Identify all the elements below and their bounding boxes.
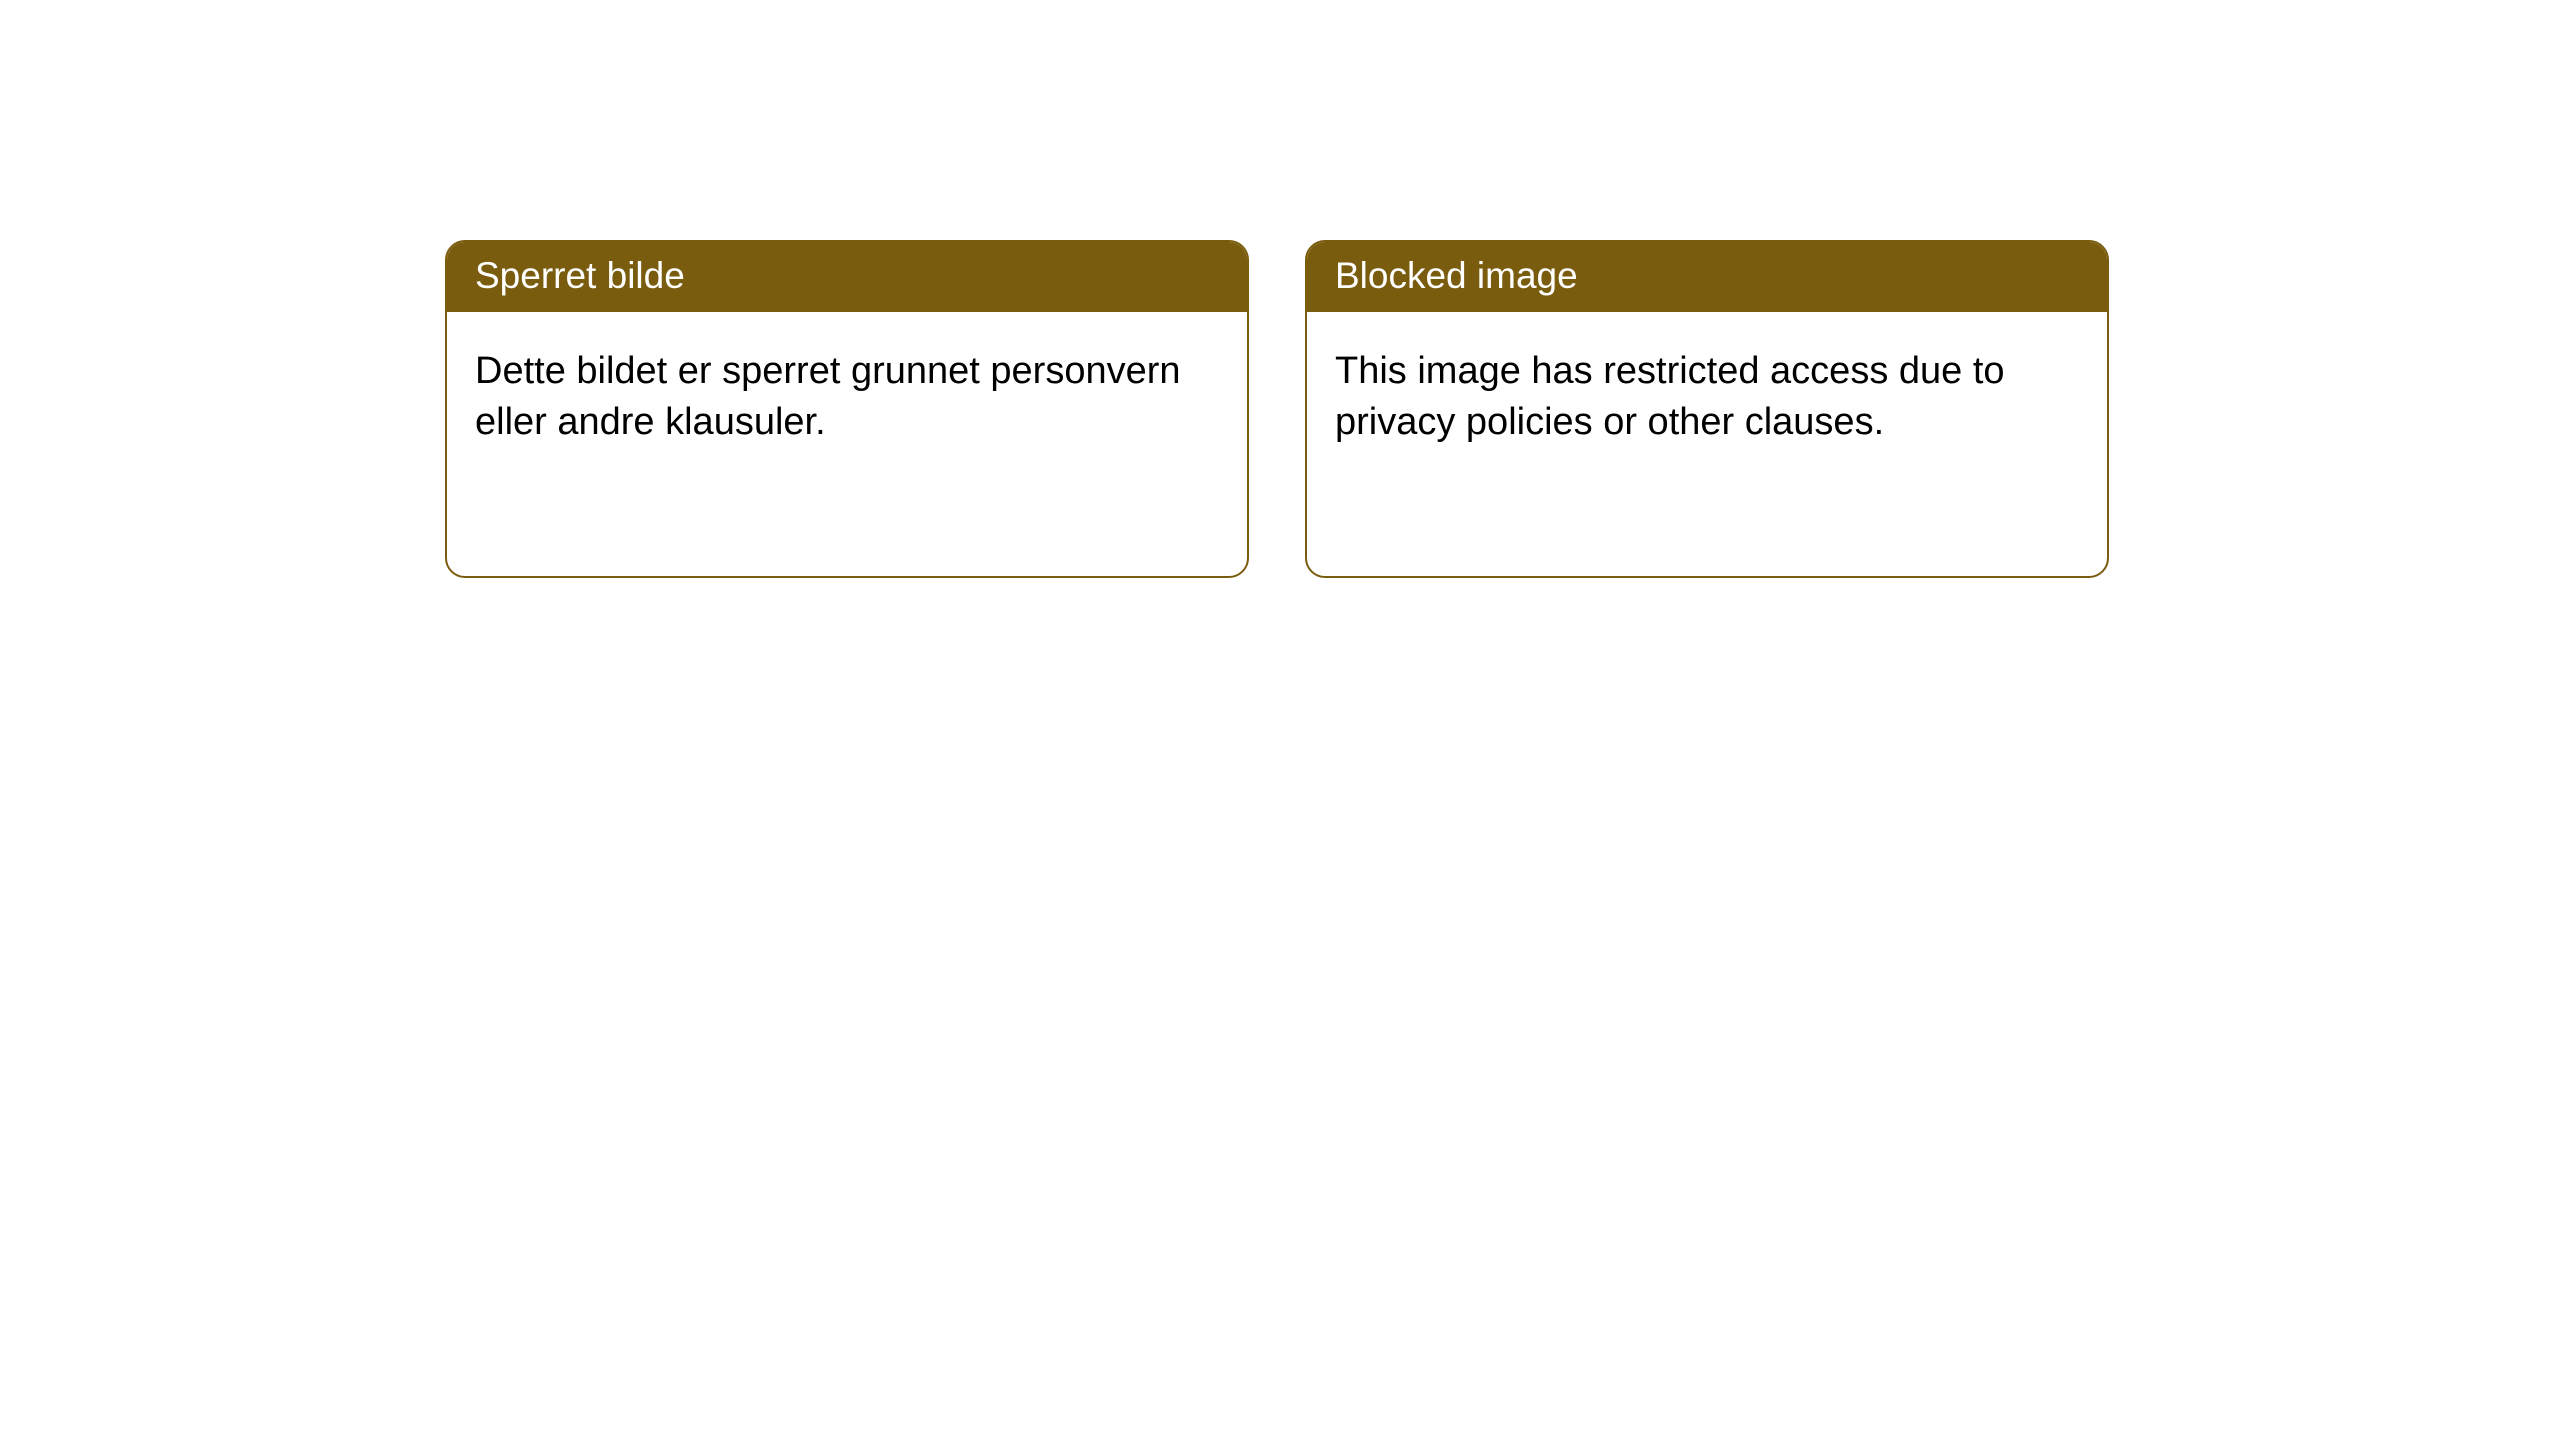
card-title: Sperret bilde	[447, 242, 1247, 312]
notice-card-norwegian: Sperret bilde Dette bildet er sperret gr…	[445, 240, 1249, 578]
card-title: Blocked image	[1307, 242, 2107, 312]
card-message: Dette bildet er sperret grunnet personve…	[447, 312, 1247, 483]
card-message: This image has restricted access due to …	[1307, 312, 2107, 483]
notice-cards-container: Sperret bilde Dette bildet er sperret gr…	[0, 0, 2560, 578]
notice-card-english: Blocked image This image has restricted …	[1305, 240, 2109, 578]
